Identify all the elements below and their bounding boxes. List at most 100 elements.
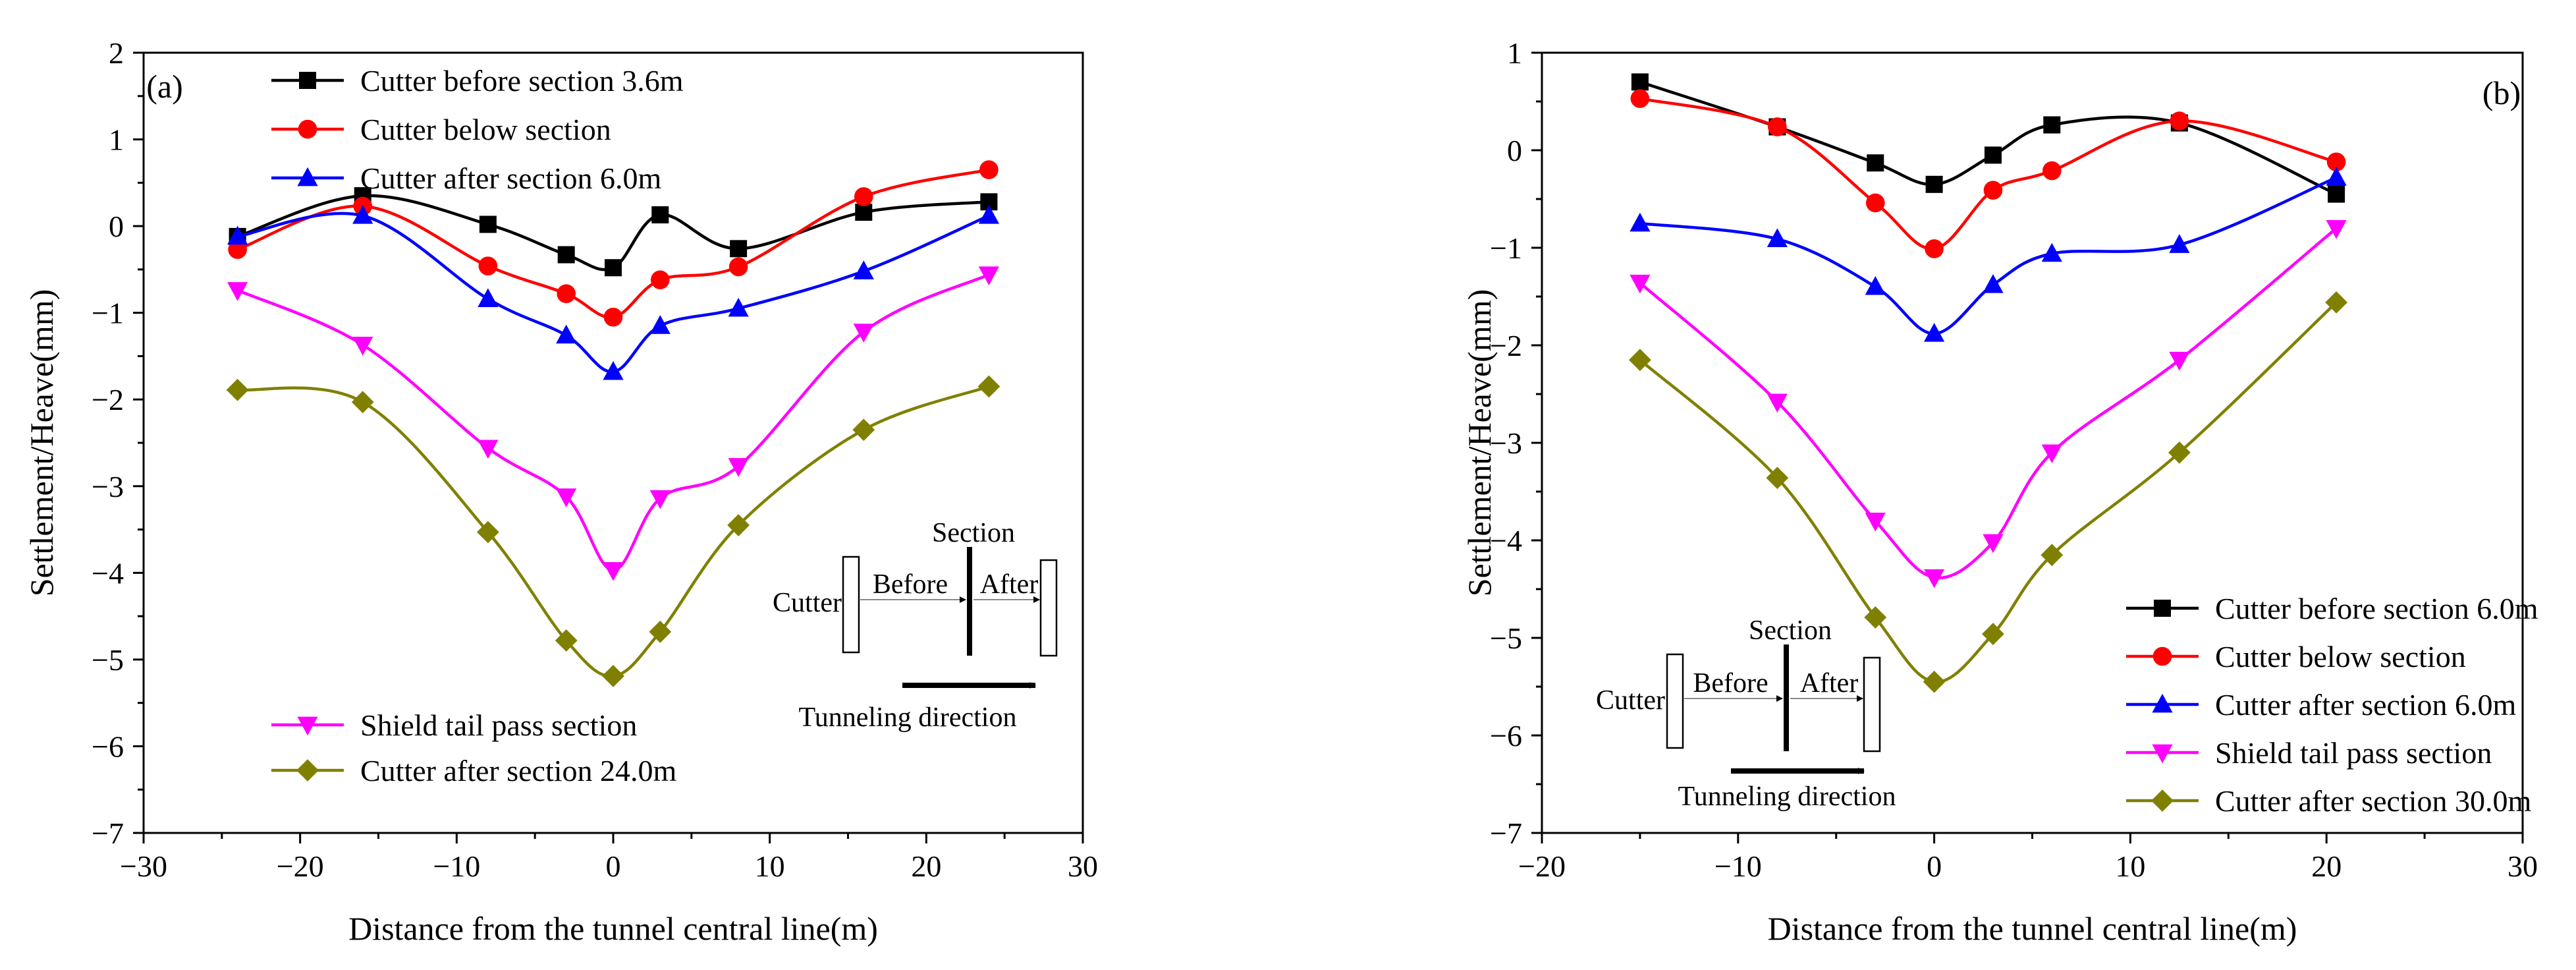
data-point xyxy=(227,282,248,301)
inset-cutter-label: Cutter xyxy=(773,588,842,618)
x-axis-title: Distance from the tunnel central line(m) xyxy=(348,910,878,947)
x-tick-label: 0 xyxy=(1927,849,1942,883)
panel-label: (b) xyxy=(2482,74,2521,111)
legend-label: Shield tail pass section xyxy=(2215,736,2492,770)
y-tick-label: 2 xyxy=(109,36,124,70)
x-tick-label: −10 xyxy=(1714,849,1762,883)
data-point xyxy=(2169,234,2190,253)
data-point xyxy=(649,620,672,643)
legend-item: Cutter before section 3.6m xyxy=(271,64,684,98)
data-point xyxy=(352,205,373,224)
data-point xyxy=(1629,349,1651,372)
legend-item: Shield tail pass section xyxy=(2126,736,2492,770)
data-point xyxy=(853,260,874,279)
legend-item: Cutter after section 6.0m xyxy=(271,161,662,195)
inset-cutter-label: Cutter xyxy=(1596,685,1665,716)
data-point xyxy=(1865,275,1886,295)
y-tick-label: −5 xyxy=(92,643,124,677)
inset-before-label: Before xyxy=(873,569,948,600)
data-point xyxy=(476,521,499,544)
x-tick-label: 0 xyxy=(606,849,621,883)
legend-item: Cutter before section 6.0m xyxy=(2126,592,2538,625)
inset-section-label: Section xyxy=(1749,615,1832,646)
data-point xyxy=(2325,291,2347,314)
data-point xyxy=(1982,623,2004,645)
data-point xyxy=(649,490,671,509)
y-tick-label: 0 xyxy=(109,210,124,243)
data-point xyxy=(2326,220,2347,239)
y-tick-label: −4 xyxy=(1490,524,1522,557)
y-tick-label: −6 xyxy=(92,729,124,763)
data-point xyxy=(727,514,750,536)
legend-bottom-left: Shield tail pass section Cutter after sec… xyxy=(271,708,677,787)
x-tick-label: −20 xyxy=(277,849,324,883)
data-point xyxy=(2326,152,2346,172)
data-point xyxy=(555,629,578,652)
legend-label: Cutter after section 30.0m xyxy=(2215,784,2532,818)
series-line xyxy=(237,212,990,374)
data-point xyxy=(853,324,874,343)
x-tick-label: 20 xyxy=(911,849,941,883)
data-point xyxy=(977,375,1000,398)
data-point xyxy=(1631,73,1649,91)
data-point xyxy=(2328,185,2345,203)
series-4 xyxy=(227,266,999,581)
data-point xyxy=(728,458,749,477)
data-point xyxy=(2043,116,2061,134)
legend-marker xyxy=(297,716,318,736)
legend-marker xyxy=(2151,789,2174,812)
data-point xyxy=(1865,193,1885,213)
legend-item: Cutter after section 30.0m xyxy=(2126,784,2532,818)
inset-direction-label: Tunneling direction xyxy=(1678,782,1896,812)
data-point xyxy=(557,284,576,304)
data-point xyxy=(2326,167,2347,186)
data-point xyxy=(557,246,575,264)
data-point xyxy=(1766,467,1789,490)
x-axis-title: Distance from the tunnel central line(m) xyxy=(1768,910,2297,947)
data-point xyxy=(1767,393,1788,413)
legend-bottom-right: Cutter before section 6.0m Cutter below s… xyxy=(2126,592,2538,818)
data-point xyxy=(228,240,247,259)
chart-panel-a: −30 −20 −10 0 10 20 30−7−6−5−4−3−2−1012Distanc… xyxy=(23,36,1098,947)
data-point xyxy=(605,259,622,277)
legend-label: Cutter after section 6.0m xyxy=(2215,688,2517,722)
legend-marker xyxy=(2152,646,2172,666)
x-tick-label: 10 xyxy=(755,849,785,883)
legend-marker xyxy=(2154,600,2171,617)
data-point xyxy=(1925,175,1943,193)
x-tick-label: 30 xyxy=(2507,849,2538,883)
series-5 xyxy=(226,375,1000,687)
data-point xyxy=(978,205,999,224)
data-point xyxy=(351,391,374,414)
legend-label: Cutter after section 24.0m xyxy=(360,754,677,787)
data-point xyxy=(2170,111,2189,130)
y-tick-label: −7 xyxy=(1490,816,1522,850)
inset-after-label: After xyxy=(980,569,1039,600)
legend-marker xyxy=(2152,693,2173,713)
x-tick-label: −20 xyxy=(1518,849,1566,883)
data-point xyxy=(1924,322,1945,342)
y-axis-title: Settlement/Heave(mm) xyxy=(1461,289,1498,597)
data-point xyxy=(2042,161,2062,181)
legend-item: Cutter after section 6.0m xyxy=(2126,688,2517,722)
legend-label: Cutter after section 6.0m xyxy=(360,161,662,195)
data-point xyxy=(852,418,875,442)
inset-after-label: After xyxy=(1800,668,1859,699)
y-tick-label: −6 xyxy=(1490,719,1522,753)
y-tick-label: −1 xyxy=(92,297,124,330)
data-point xyxy=(1630,274,1651,294)
legend-marker xyxy=(297,167,318,186)
y-tick-label: 0 xyxy=(1507,134,1522,167)
legend-label: Cutter before section 6.0m xyxy=(2215,592,2538,625)
legend-marker xyxy=(2152,744,2173,764)
x-tick-label: 10 xyxy=(2115,849,2145,883)
data-point xyxy=(651,206,669,224)
tunneling-inset: Section Cutter Before After Tunneling direct… xyxy=(1596,615,1896,812)
inset-direction-label: Tunneling direction xyxy=(799,702,1017,733)
y-axis-title: Settlement/Heave(mm) xyxy=(23,289,60,597)
legend-item: Cutter below section xyxy=(271,113,611,146)
data-point xyxy=(978,266,999,286)
data-point xyxy=(1923,670,1946,693)
data-point xyxy=(2168,441,2191,464)
